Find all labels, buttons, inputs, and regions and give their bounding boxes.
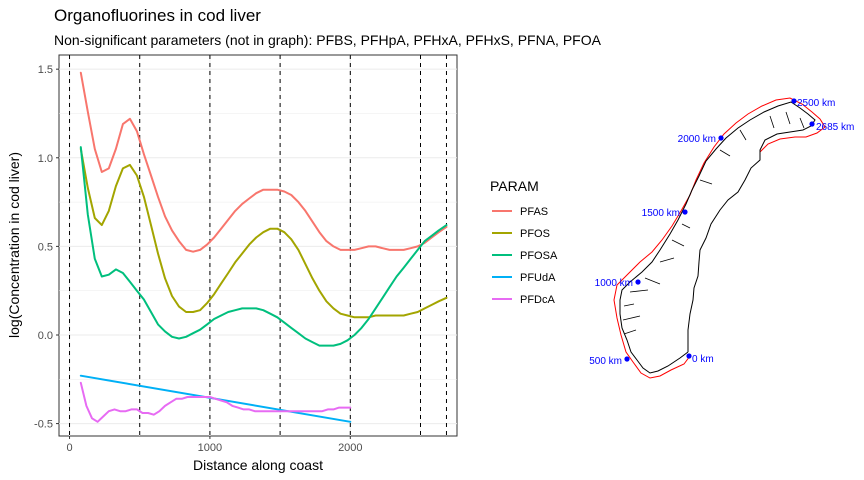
chart-subtitle: Non-significant parameters (not in graph… — [54, 32, 601, 48]
x-axis: 0 1000 2000 — [66, 436, 363, 454]
grid — [59, 55, 457, 436]
legend-label-pfdca: PFDcA — [520, 294, 556, 306]
map-marker-label: 2500 km — [797, 98, 835, 109]
legend-title: PARAM — [490, 178, 539, 194]
legend-label-pfuda: PFUdA — [520, 272, 556, 284]
legend-label-pfas: PFAS — [520, 206, 548, 218]
map-coastline — [619, 101, 816, 374]
series-lines — [79, 71, 448, 423]
map-marker-point — [809, 121, 815, 127]
x-tick-label: 0 — [66, 442, 72, 454]
x-axis-label: Distance along coast — [193, 457, 323, 473]
series-line-pfas — [79, 71, 448, 253]
series-line-pfdca — [79, 381, 352, 423]
chart-title: Organofluorines in cod liver — [54, 6, 261, 25]
x-tick-label: 2000 — [338, 442, 362, 454]
series-line-pfosa — [79, 146, 448, 347]
map-marker-point — [791, 98, 797, 104]
legend-label-pfos: PFOS — [520, 228, 550, 240]
y-tick-label: 0.5 — [38, 241, 53, 253]
y-axis: -0.5 0.0 0.5 1.0 1.5 — [34, 64, 59, 431]
legend-label-pfosa: PFOSA — [520, 250, 558, 262]
map-marker-label: 2685 km — [816, 122, 854, 133]
map-marker-label: 2000 km — [678, 134, 716, 145]
y-tick-label: 1.5 — [38, 64, 53, 76]
map-marker-label: 500 km — [589, 356, 622, 367]
map-marker-label: 1500 km — [642, 208, 680, 219]
map-marker-point — [624, 356, 630, 362]
map-marker-label: 0 km — [692, 354, 714, 365]
map-marker-label: 1000 km — [595, 278, 633, 289]
norway-coast-map: 0 km 500 km 1000 km 1500 km 2000 km 2500 km 26… — [589, 97, 854, 379]
map-marker-point — [686, 353, 692, 359]
legend: PARAM PFAS PFOS PFOSA PFUdA PFDcA — [490, 178, 558, 306]
y-tick-label: 1.0 — [38, 153, 53, 165]
map-marker-point — [682, 209, 688, 215]
map-marker-point — [635, 279, 641, 285]
y-tick-label: 0.0 — [38, 330, 53, 342]
map-marker-point — [718, 135, 724, 141]
y-axis-label: log(Concentration in cod liver) — [6, 152, 22, 338]
plot-panel — [58, 54, 458, 437]
y-tick-label: -0.5 — [34, 419, 53, 431]
series-line-pfos — [79, 147, 448, 319]
x-tick-label: 1000 — [198, 442, 222, 454]
map-fjords — [622, 111, 805, 335]
